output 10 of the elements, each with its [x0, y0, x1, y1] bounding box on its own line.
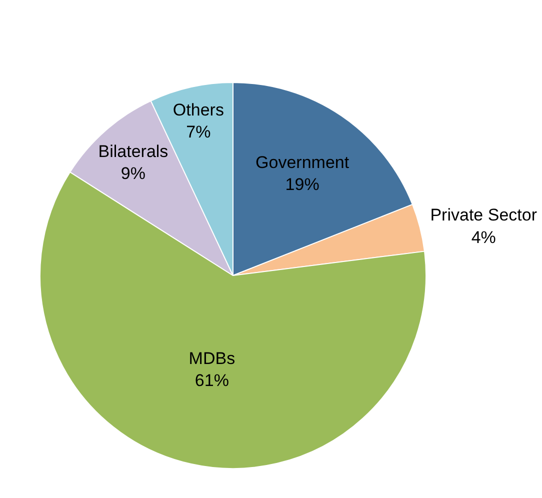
data-label: 19%: [285, 174, 320, 194]
data-label: 61%: [194, 371, 229, 390]
data-label: 9%: [120, 164, 146, 183]
slice-label: Government: [256, 152, 350, 172]
slice-label: Bilaterals: [98, 142, 168, 161]
slice-label: Private Sector: [430, 206, 538, 225]
slice-label: Others: [172, 100, 224, 120]
slice-label: MDBs: [188, 349, 236, 368]
data-label: 7%: [186, 122, 211, 142]
data-label: 4%: [471, 228, 496, 247]
